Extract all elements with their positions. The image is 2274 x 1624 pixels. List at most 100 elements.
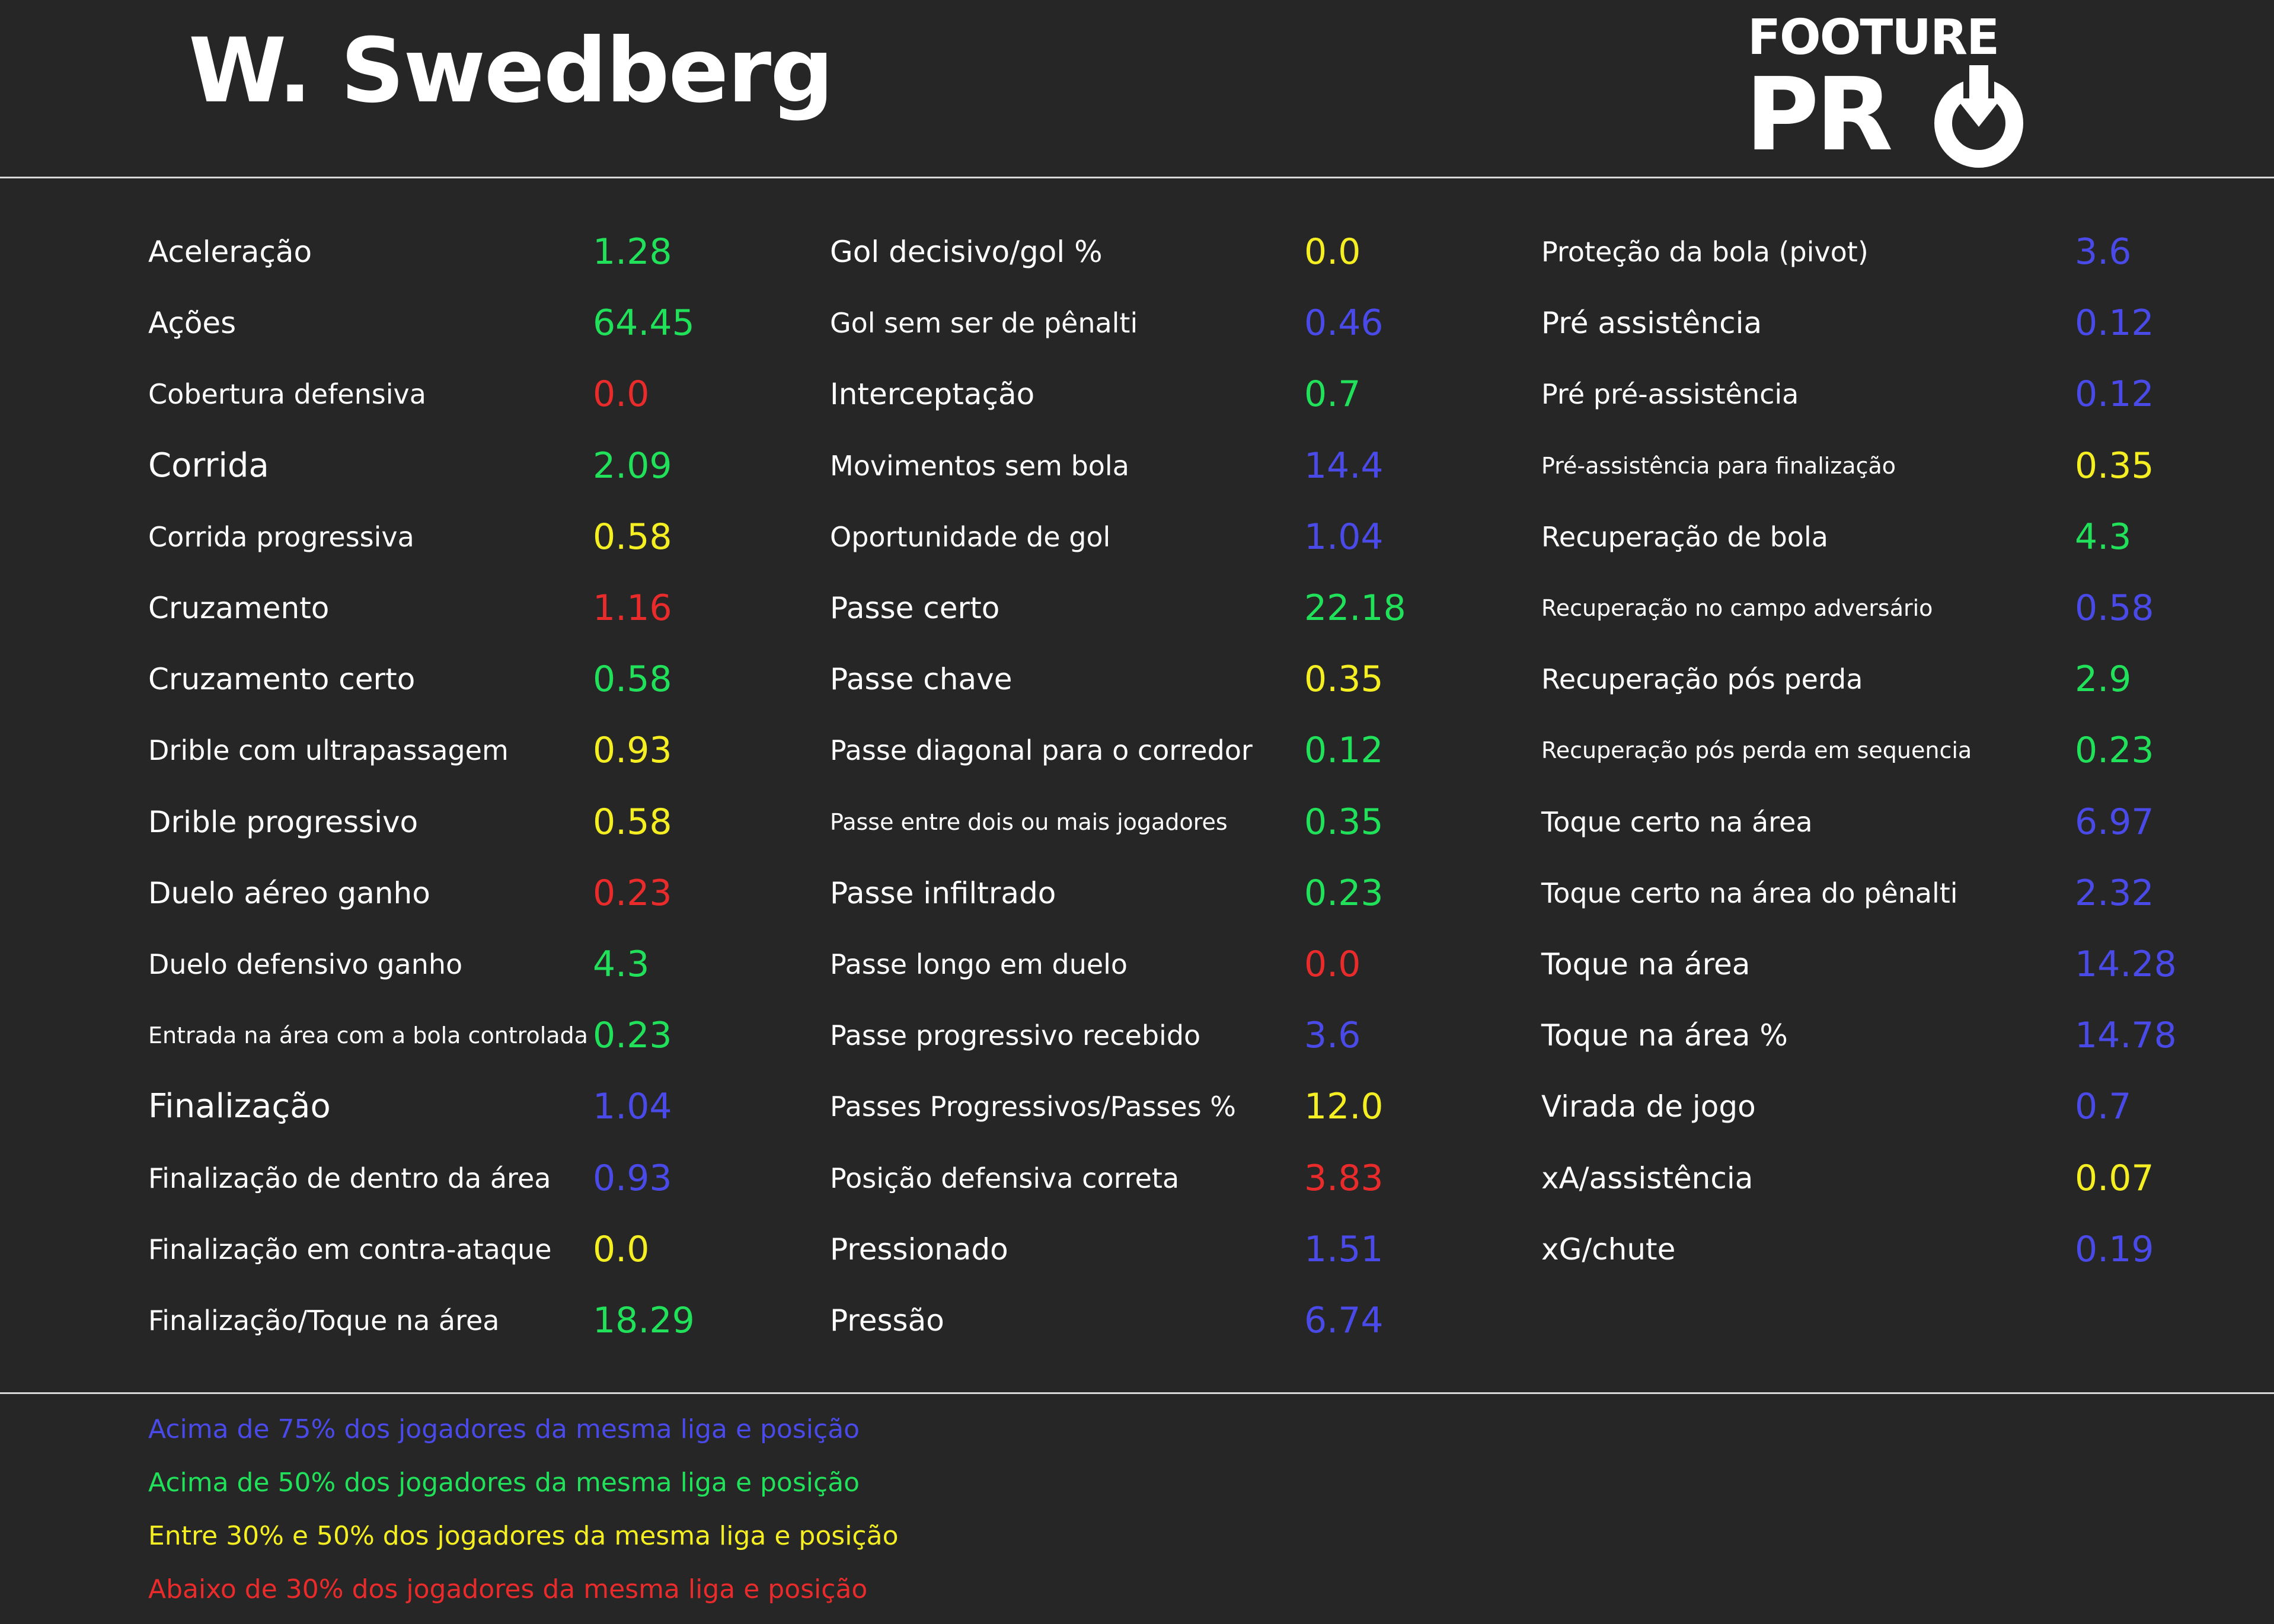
stat-label: Oportunidade de gol bbox=[830, 520, 1111, 553]
stat-label: Recuperação no campo adversário bbox=[1541, 595, 1933, 621]
stat-label: Passe progressivo recebido bbox=[830, 1019, 1201, 1052]
stat-label: Ações bbox=[148, 306, 237, 341]
stat-label: Passe longo em duelo bbox=[830, 948, 1128, 980]
stat-label: Proteção da bola (pivot) bbox=[1541, 236, 1869, 268]
stat-label: Finalização de dentro da área bbox=[148, 1162, 551, 1194]
stat-label: xG/chute bbox=[1541, 1232, 1676, 1267]
stat-value: 1.04 bbox=[593, 1086, 672, 1128]
stat-value: 1.28 bbox=[593, 231, 672, 273]
stat-value: 0.35 bbox=[2075, 445, 2154, 487]
stat-value: 3.83 bbox=[1304, 1157, 1384, 1199]
stat-value: 0.35 bbox=[1304, 801, 1384, 843]
stat-value: 0.23 bbox=[593, 1015, 672, 1057]
stat-value: 0.0 bbox=[1304, 944, 1361, 985]
stat-value: 0.58 bbox=[593, 801, 672, 843]
stat-label: Pressionado bbox=[830, 1232, 1008, 1267]
stat-value: 0.12 bbox=[2075, 302, 2154, 344]
stat-value: 4.3 bbox=[2075, 516, 2132, 558]
stat-label: Corrida progressiva bbox=[148, 520, 414, 553]
stat-value: 2.32 bbox=[2075, 872, 2154, 914]
stat-label: Drible com ultrapassagem bbox=[148, 734, 509, 767]
stat-label: Corrida bbox=[148, 446, 269, 485]
stat-value: 0.7 bbox=[1304, 373, 1361, 415]
stat-value: 0.35 bbox=[1304, 658, 1384, 701]
stat-value: 0.12 bbox=[1304, 730, 1384, 772]
stat-label: Toque certo na área do pênalti bbox=[1541, 877, 1958, 909]
stat-label: Movimentos sem bola bbox=[830, 449, 1129, 482]
stat-label: Cruzamento bbox=[148, 591, 330, 625]
stat-label: Finalização em contra-ataque bbox=[148, 1233, 552, 1265]
stat-label: Posição defensiva correta bbox=[830, 1162, 1180, 1194]
stat-value: 0.12 bbox=[2075, 373, 2154, 415]
stat-label: Duelo aéreo ganho bbox=[148, 875, 430, 910]
legend-divider bbox=[0, 1392, 2274, 1394]
legend-item: Acima de 50% dos jogadores da mesma liga… bbox=[148, 1468, 860, 1498]
stat-label: Toque na área bbox=[1541, 947, 1751, 982]
legend-item: Entre 30% e 50% dos jogadores da mesma l… bbox=[148, 1521, 899, 1551]
stat-label: Toque na área % bbox=[1541, 1018, 1788, 1053]
stat-value: 0.19 bbox=[2075, 1228, 2154, 1270]
stat-value: 18.29 bbox=[593, 1300, 695, 1341]
logo-text-bottom: PR bbox=[1745, 56, 1893, 174]
stat-label: Aceleração bbox=[148, 235, 312, 269]
stat-value: 4.3 bbox=[593, 944, 650, 985]
logo-text-top: FOOTURE bbox=[1748, 9, 2000, 66]
stat-label: Cruzamento certo bbox=[148, 662, 416, 697]
stat-label: Recuperação pós perda em sequencia bbox=[1541, 737, 1972, 764]
stat-label: Recuperação pós perda bbox=[1541, 663, 1863, 696]
stat-value: 0.58 bbox=[2075, 587, 2154, 629]
stat-value: 0.0 bbox=[593, 1228, 650, 1270]
stat-value: 14.4 bbox=[1304, 445, 1384, 487]
stat-label: Virada de jogo bbox=[1541, 1089, 1756, 1124]
stat-value: 14.28 bbox=[2075, 944, 2177, 985]
stat-value: 2.9 bbox=[2075, 658, 2132, 701]
stat-label: Passe diagonal para o corredor bbox=[830, 734, 1253, 767]
stat-label: xA/assistência bbox=[1541, 1161, 1754, 1195]
stat-value: 12.0 bbox=[1304, 1086, 1384, 1128]
stat-value: 1.51 bbox=[1304, 1228, 1384, 1270]
stat-label: Toque certo na área bbox=[1541, 805, 1813, 838]
stat-label: Gol sem ser de pênalti bbox=[830, 307, 1138, 340]
stat-label: Cobertura defensiva bbox=[148, 378, 426, 411]
stat-label: Pressão bbox=[830, 1303, 944, 1338]
stat-value: 1.16 bbox=[593, 587, 672, 629]
legend-item: Abaixo de 30% dos jogadores da mesma lig… bbox=[148, 1574, 868, 1604]
stat-value: 0.23 bbox=[2075, 730, 2154, 772]
stat-label: Passe infiltrado bbox=[830, 875, 1056, 910]
stat-label: Passes Progressivos/Passes % bbox=[830, 1091, 1236, 1123]
stat-value: 6.74 bbox=[1304, 1300, 1384, 1341]
stat-value: 3.6 bbox=[2075, 231, 2132, 273]
stat-value: 22.18 bbox=[1304, 587, 1406, 629]
stat-value: 2.09 bbox=[593, 445, 672, 487]
stat-label: Finalização/Toque na área bbox=[148, 1305, 500, 1337]
stat-label: Drible progressivo bbox=[148, 804, 419, 839]
stat-label: Pré assistência bbox=[1541, 306, 1762, 341]
stat-value: 3.6 bbox=[1304, 1015, 1361, 1057]
stat-value: 0.0 bbox=[1304, 231, 1361, 273]
stat-label: Pré pré-assistência bbox=[1541, 378, 1799, 411]
stat-value: 0.07 bbox=[2075, 1157, 2154, 1199]
stat-label: Passe entre dois ou mais jogadores bbox=[830, 808, 1228, 835]
legend-item: Acima de 75% dos jogadores da mesma liga… bbox=[148, 1414, 860, 1444]
stat-value: 14.78 bbox=[2075, 1015, 2177, 1057]
stat-label: Entrada na área com a bola controlada bbox=[148, 1022, 588, 1049]
stat-value: 0.93 bbox=[593, 1157, 672, 1199]
stat-value: 0.0 bbox=[593, 373, 650, 415]
stat-label: Passe chave bbox=[830, 662, 1013, 697]
stat-value: 6.97 bbox=[2075, 801, 2154, 843]
stat-value: 0.58 bbox=[593, 658, 672, 701]
stat-label: Finalização bbox=[148, 1087, 331, 1126]
stat-value: 1.04 bbox=[1304, 516, 1384, 558]
stat-value: 64.45 bbox=[593, 302, 695, 344]
stat-value: 0.46 bbox=[1304, 302, 1384, 344]
stat-label: Passe certo bbox=[830, 591, 1000, 625]
stat-label: Gol decisivo/gol % bbox=[830, 235, 1103, 269]
stat-value: 0.93 bbox=[593, 730, 672, 772]
stat-value: 0.58 bbox=[593, 516, 672, 558]
stat-value: 0.23 bbox=[593, 872, 672, 914]
footure-pro-logo: FOOTURE PR bbox=[1745, 8, 2030, 174]
logo-download-icon bbox=[1934, 65, 2023, 168]
stat-value: 0.7 bbox=[2075, 1086, 2132, 1128]
stat-label: Recuperação de bola bbox=[1541, 520, 1828, 553]
player-name: W. Swedberg bbox=[189, 20, 834, 123]
